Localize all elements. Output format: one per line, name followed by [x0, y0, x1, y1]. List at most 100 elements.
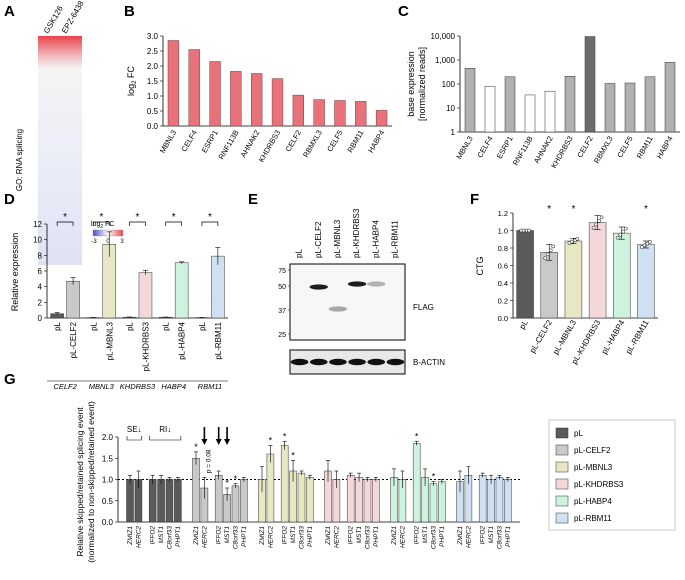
lane-label: pL-RBM11 [390, 220, 399, 258]
x-tick-label: RBM11 [345, 129, 365, 155]
se-bracket [126, 436, 142, 441]
bar-pl-khdrbs3 [588, 222, 607, 319]
y-tick-label: 1.2 [498, 209, 508, 218]
sig-star: * [136, 212, 140, 223]
x-tick-label: pL [518, 318, 531, 331]
sig-star: * [283, 431, 287, 441]
sig-bracket [165, 221, 183, 226]
bar-celf5 [334, 100, 346, 127]
y-tick-label: 10 [33, 236, 42, 245]
x-tick-label: RBMXL3 [301, 129, 324, 159]
data-point [623, 226, 628, 231]
data-point [591, 226, 596, 230]
bar-habp4 [664, 62, 676, 133]
x-tick-label: HABP4 [366, 129, 386, 155]
flag-band [328, 306, 348, 312]
y-tick-label: 6 [38, 267, 43, 276]
bar-pl-habp4 [174, 262, 189, 319]
y-axis-label: Relative expression [10, 233, 20, 312]
bar-mbnl3 [167, 40, 180, 127]
blot-actin [289, 349, 406, 375]
bar-pl-c8orf33 [165, 479, 174, 523]
sig-bracket [201, 221, 219, 226]
event-label: IFFO2 [150, 526, 157, 545]
mw-marker: 50 [278, 284, 286, 291]
bar-habp4 [375, 110, 388, 127]
flag-band [367, 281, 386, 287]
x-tick-label: AHNAK2 [239, 129, 262, 159]
blot-flag [289, 263, 406, 341]
panel-letter-f: F [470, 191, 479, 208]
bar-khdrbs3 [564, 76, 576, 133]
flag-band [347, 281, 367, 287]
y-tick-label: 1.0 [147, 92, 159, 101]
sig-star: * [208, 212, 212, 223]
blot-label-actin: B-ACTIN [413, 358, 445, 367]
sig-star: * [234, 474, 238, 484]
y-tick-label: 0 [38, 314, 43, 323]
data-point [648, 240, 652, 244]
sig-star: * [571, 204, 575, 215]
event-label: ZMIZ1 [127, 526, 134, 546]
legend-swatch [555, 478, 569, 490]
data-point [521, 228, 526, 233]
y-tick-label: 1.0 [498, 227, 508, 236]
x-tick-label: ESRP1 [200, 129, 220, 155]
chart-d: 0 2 4 6 8 10 12 Relative expression pL pL-CELF2 * C… [10, 212, 228, 391]
bar-pl-mbnl3-phpt1 [306, 477, 314, 523]
legend-swatch [555, 512, 569, 524]
x-tick-label: pL-KHDRBS3 [141, 321, 150, 371]
y-tick-label: 0.0 [147, 122, 159, 131]
sig-star: * [415, 431, 419, 441]
gene-label: HABP4 [161, 382, 186, 391]
bar-pl-habp4 [613, 232, 631, 319]
event-label: MST1 [356, 526, 363, 544]
bar-pl-rbm11 [211, 255, 225, 319]
chart-c: 1 10 100 1,000 10,000 base expression [normali… [406, 32, 680, 170]
x-tick-label: CELF5 [615, 135, 634, 160]
bar-pl-khdrbs3-c8orf33 [363, 479, 372, 523]
data-point [599, 215, 604, 220]
bar-pl-celf2-phpt1 [240, 479, 248, 523]
bar-pl-mst1 [157, 479, 165, 523]
sig-bracket [56, 221, 74, 226]
y-tick-label: 2 [38, 298, 43, 307]
y-axis-label-sub: 2 [132, 80, 138, 84]
lane-label: pL-CELF2 [314, 221, 323, 258]
y-tick-label: 3.0 [147, 32, 159, 41]
x-tick-label: pL-RBM11 [214, 321, 223, 359]
data-point [618, 232, 623, 237]
y-tick-label: 1.5 [147, 77, 159, 86]
y-tick-label: 2.5 [147, 47, 159, 56]
sig-star: * [291, 450, 295, 460]
y-tick-label: 0.8 [498, 244, 508, 253]
event-label: ZMIZ1 [391, 526, 398, 546]
bar-pl-rbm11-phpt1 [504, 479, 512, 523]
bar-pl-rbm11 [637, 244, 655, 319]
p-value-annotation: p = 0.08 [205, 449, 212, 473]
heatmap [38, 36, 82, 265]
event-label: PHPT1 [307, 526, 314, 547]
bar-pl-rbm11-mst1 [487, 479, 495, 523]
bar-pl-mbnl3-iffo2 [280, 445, 289, 523]
bar-celf2 [584, 36, 596, 133]
data-point [640, 245, 644, 249]
bar-ahnak2 [544, 90, 556, 133]
bar-pl-rbm11-iffo2 [478, 475, 487, 523]
y-tick-label: 1.0 [102, 476, 114, 485]
panel-letter-b: B [124, 3, 135, 20]
event-label: ZMIZ1 [193, 526, 200, 546]
y-tick-label: 8 [38, 251, 43, 260]
bar-esrp1 [209, 61, 221, 127]
legend-label: pL-MBNL3 [574, 463, 613, 472]
event-label: C8orf33 [364, 526, 371, 550]
legend-label: pL-HABP4 [574, 497, 612, 506]
x-tick-label: pL [198, 321, 207, 330]
sig-star: * [644, 204, 648, 215]
heatmap-side-label: GO: RNA splicing [15, 129, 24, 191]
down-arrow-head [224, 439, 231, 445]
data-point [570, 239, 574, 244]
sig-star: * [194, 442, 198, 452]
x-tick-label: pL-HABP4 [178, 321, 187, 359]
legend-label: pL-KHDRBS3 [574, 480, 624, 489]
